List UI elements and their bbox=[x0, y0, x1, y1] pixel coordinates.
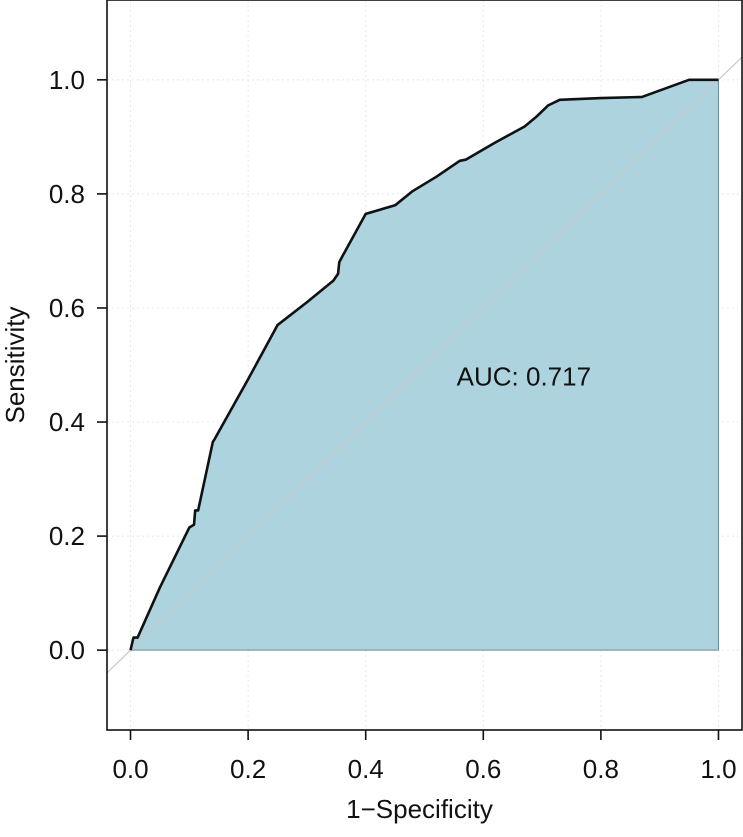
x-tick-label: 0.0 bbox=[112, 754, 148, 784]
auc-annotation: AUC: 0.717 bbox=[457, 361, 591, 391]
y-tick-label: 1.0 bbox=[49, 65, 85, 95]
reference-diagonal bbox=[107, 56, 742, 674]
roc-curve-line bbox=[129, 78, 719, 651]
x-tick-label: 1.0 bbox=[700, 754, 736, 784]
plot-area bbox=[107, 56, 742, 674]
x-tick-label: 0.4 bbox=[348, 754, 384, 784]
y-axis-label: Sensitivity bbox=[0, 306, 30, 423]
y-tick-label: 0.6 bbox=[49, 293, 85, 323]
x-tick-label: 0.2 bbox=[230, 754, 266, 784]
y-tick-label: 0.2 bbox=[49, 521, 85, 551]
y-tick-label: 0.4 bbox=[49, 407, 85, 437]
y-tick-label: 0.8 bbox=[49, 179, 85, 209]
y-tick-label: 0.0 bbox=[49, 635, 85, 665]
x-tick-label: 0.8 bbox=[583, 754, 619, 784]
axis-ticks: 0.0 0.2 0.4 0.6 0.8 1.0 0.0 0.2 0.4 0.6 0.8 1.0 bbox=[49, 65, 737, 784]
x-axis-label: 1−Specificity bbox=[346, 794, 493, 824]
plot-frame bbox=[106, 0, 743, 731]
x-tick-label: 0.6 bbox=[465, 754, 501, 784]
